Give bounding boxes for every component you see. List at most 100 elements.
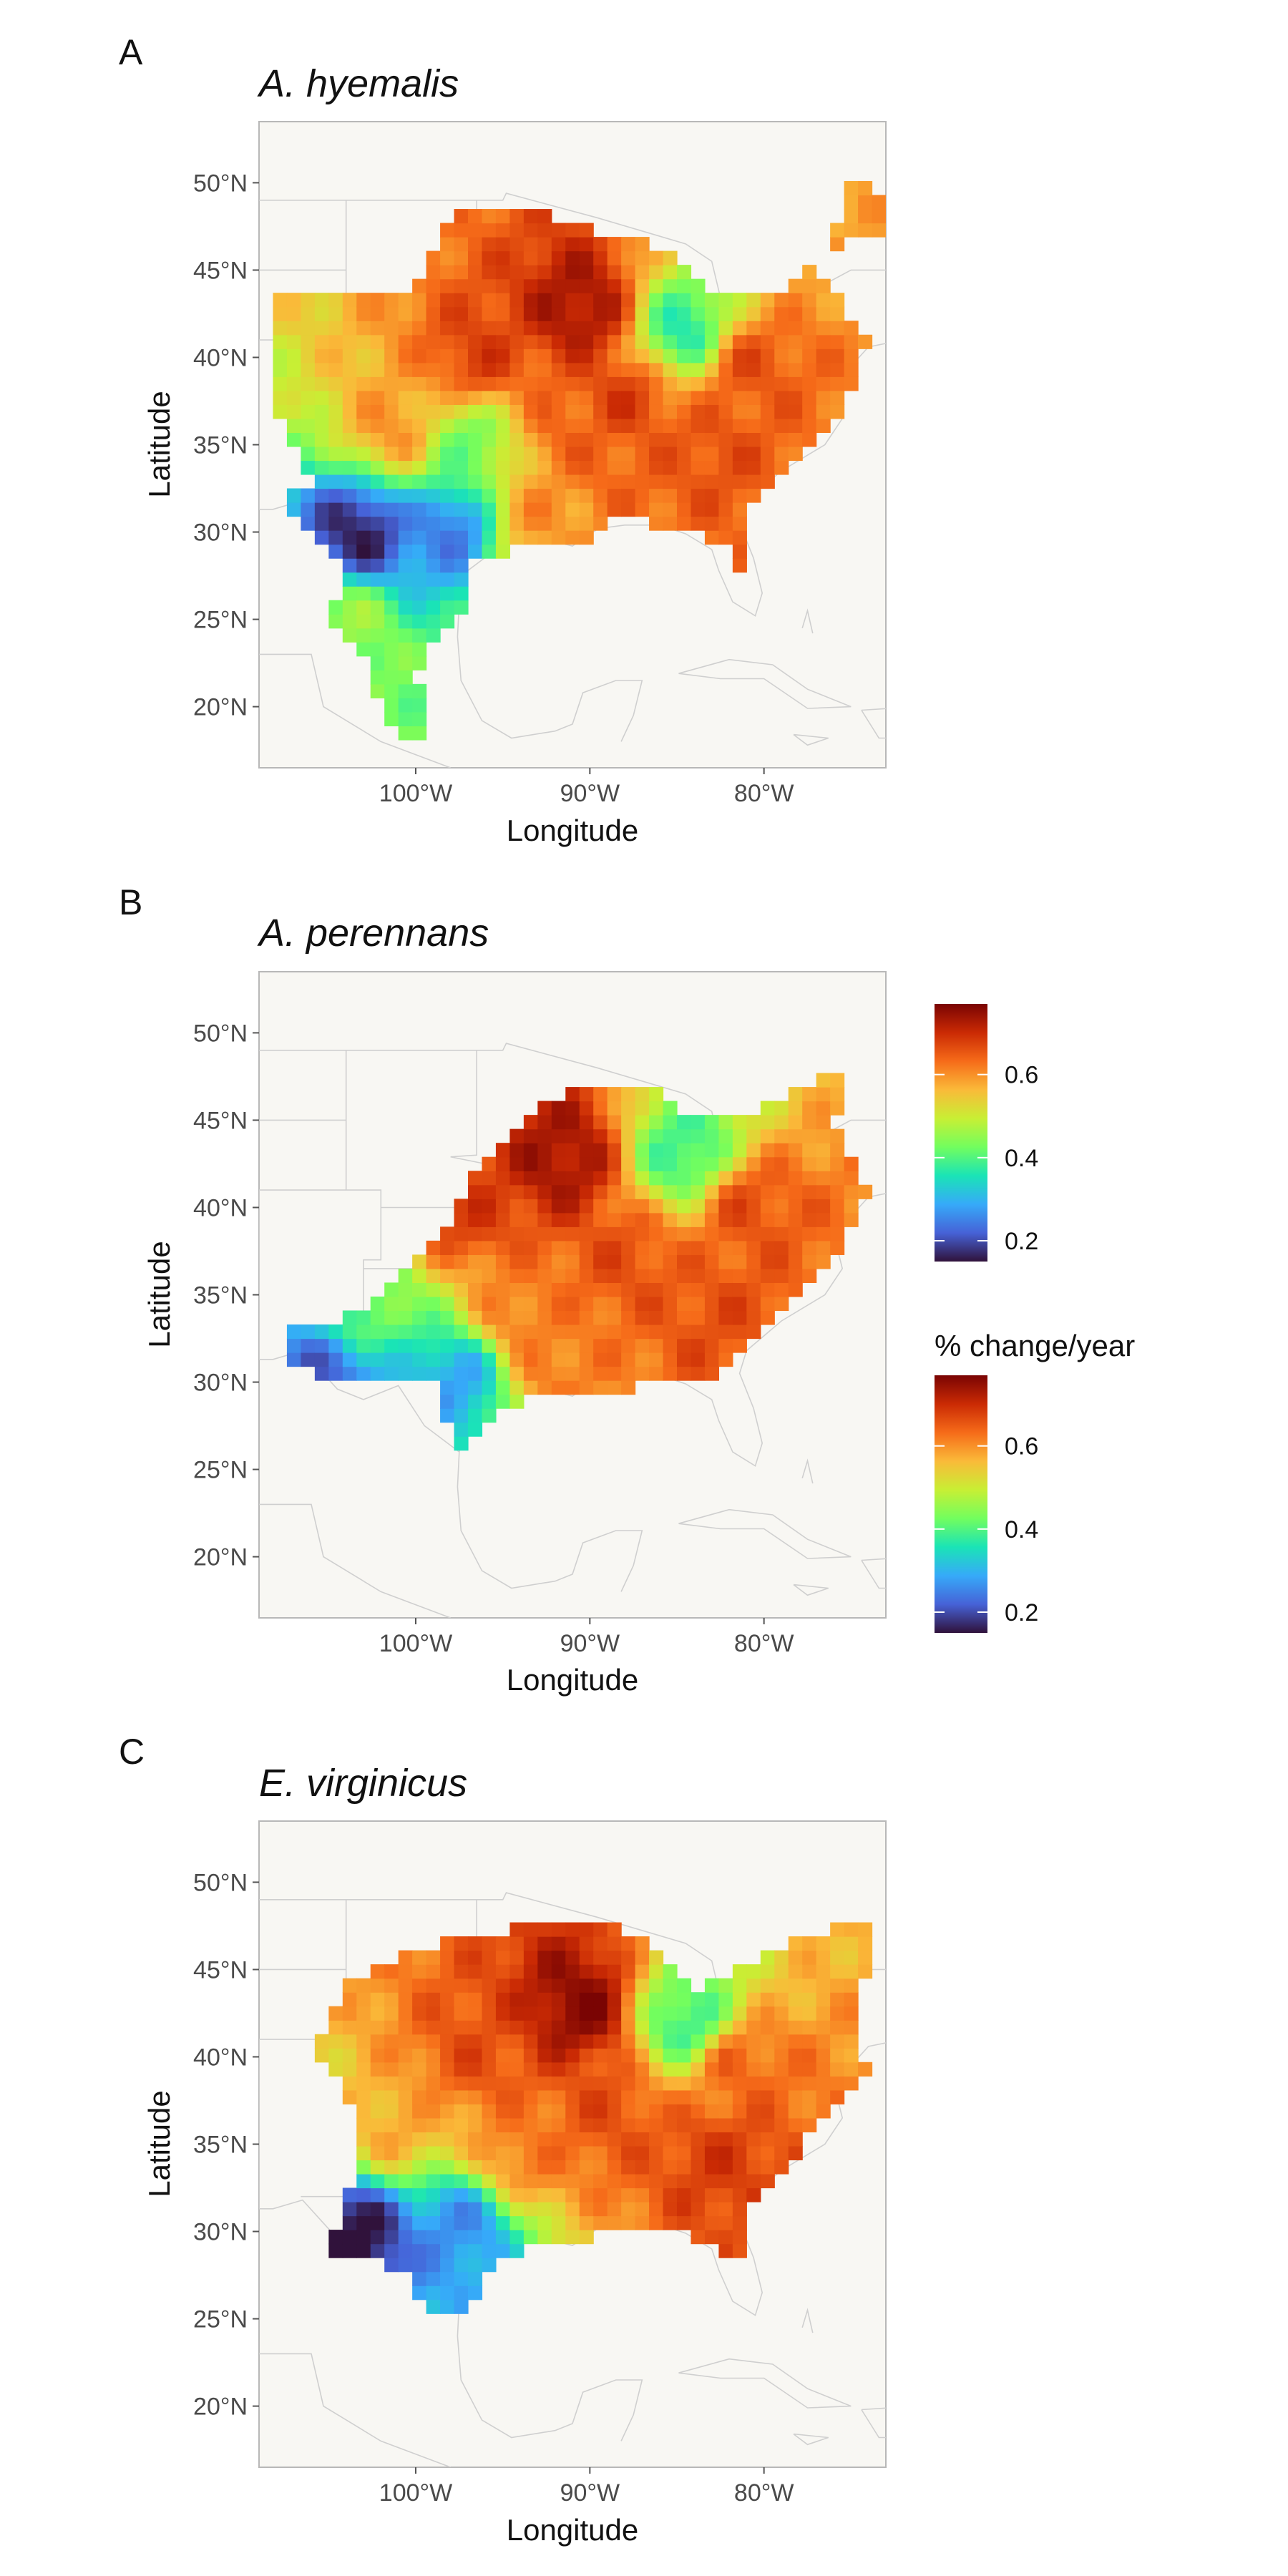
heatmap-cell xyxy=(412,1338,427,1353)
heatmap-cell xyxy=(523,321,538,336)
heatmap-cell xyxy=(370,544,385,559)
heatmap-cell xyxy=(579,278,594,293)
colorbar-ticks-top: 0.20.40.6 xyxy=(935,1062,1038,1255)
heatmap-cell xyxy=(537,1936,552,1951)
heatmap-cell xyxy=(718,404,733,419)
heatmap-cell xyxy=(607,1226,622,1241)
heatmap-cell xyxy=(551,404,566,419)
heatmap-cell xyxy=(454,2230,469,2245)
heatmap-cell xyxy=(328,474,343,489)
heatmap-cell xyxy=(802,1240,817,1255)
y-tick-label: 45°N xyxy=(193,1107,248,1134)
heatmap-cell xyxy=(398,516,413,531)
heatmap-cell xyxy=(746,2132,761,2147)
heatmap-cell xyxy=(663,1156,678,1171)
heatmap-cell xyxy=(412,2089,427,2104)
heatmap-cell xyxy=(746,1324,761,1340)
heatmap-cell xyxy=(537,530,552,545)
heatmap-cell xyxy=(537,1128,552,1143)
heatmap-cell xyxy=(677,334,692,349)
heatmap-cell xyxy=(412,614,427,629)
heatmap-cell xyxy=(621,2089,636,2104)
heatmap-cell xyxy=(691,1184,706,1199)
heatmap-cell xyxy=(468,306,483,321)
heatmap-cell xyxy=(830,1240,845,1255)
heatmap-cell xyxy=(398,390,413,405)
heatmap-cell xyxy=(802,2048,817,2063)
heatmap-cell xyxy=(454,2048,469,2063)
heatmap-cell xyxy=(718,516,733,531)
heatmap-cell xyxy=(398,2160,413,2175)
heatmap-cell xyxy=(509,321,525,336)
island-outline xyxy=(793,1584,829,1596)
heatmap-cell xyxy=(440,390,455,405)
heatmap-cell xyxy=(370,572,385,587)
heatmap-cell xyxy=(468,1240,483,1255)
heatmap-cell xyxy=(621,432,636,447)
heatmap-cell xyxy=(663,306,678,321)
heatmap-cell xyxy=(593,348,608,364)
heatmap-cell xyxy=(342,1310,357,1325)
heatmap-cell xyxy=(328,432,343,447)
heatmap-cell xyxy=(565,1978,580,1993)
heatmap-cell xyxy=(523,265,538,280)
heatmap-cell xyxy=(509,278,525,293)
heatmap-cell xyxy=(468,1394,483,1409)
heatmap-cell xyxy=(691,2048,706,2063)
heatmap-cell xyxy=(523,2187,538,2202)
heatmap-cell xyxy=(454,1296,469,1312)
heatmap-cell xyxy=(328,376,343,391)
heatmap-cell xyxy=(649,376,664,391)
heatmap-cell xyxy=(495,1268,510,1284)
heatmap-cell xyxy=(718,2006,733,2021)
heatmap-cell xyxy=(356,2132,371,2147)
heatmap-cell xyxy=(788,418,803,434)
heatmap-cell xyxy=(774,2117,789,2133)
heatmap-cell xyxy=(342,1992,357,2007)
heatmap-cell xyxy=(454,418,469,434)
heatmap-cell xyxy=(635,2062,650,2077)
heatmap-cell xyxy=(286,502,301,517)
heatmap-cell xyxy=(704,2076,719,2091)
heatmap-cell xyxy=(468,2271,483,2286)
heatmap-cell xyxy=(454,558,469,573)
heatmap-cell xyxy=(286,390,301,405)
heatmap-cell xyxy=(704,432,719,447)
heatmap-cell xyxy=(691,1171,706,1186)
heatmap-cell xyxy=(593,237,608,252)
heatmap-cell xyxy=(816,2048,831,2063)
heatmap-cell xyxy=(593,265,608,280)
heatmap-cell xyxy=(509,1296,525,1312)
heatmap-cell xyxy=(677,474,692,489)
heatmap-cell xyxy=(412,2145,427,2161)
heatmap-cell xyxy=(691,293,706,308)
heatmap-cell xyxy=(788,1992,803,2007)
heatmap-cell xyxy=(816,1212,831,1227)
heatmap-cell xyxy=(830,1087,845,1102)
heatmap-cell xyxy=(412,1992,427,2007)
heatmap-cell xyxy=(440,1936,455,1951)
heatmap-cell xyxy=(551,488,566,503)
heatmap-cell xyxy=(677,2145,692,2161)
heatmap-cell xyxy=(774,460,789,475)
heatmap-cell xyxy=(635,1156,650,1171)
heatmap-cell xyxy=(788,278,803,293)
heatmap-cell xyxy=(774,446,789,462)
heatmap-cell xyxy=(565,2020,580,2035)
heatmap-cell xyxy=(342,572,357,587)
heatmap-cell xyxy=(677,1338,692,1353)
heatmap-cell xyxy=(844,334,859,349)
heatmap-cell xyxy=(454,1436,469,1451)
heatmap-cell xyxy=(746,2117,761,2133)
coastline xyxy=(259,2353,451,2467)
heatmap-cell xyxy=(788,1282,803,1297)
heatmap-cell xyxy=(426,2048,441,2063)
heatmap-cell xyxy=(509,1212,525,1227)
heatmap-cell xyxy=(314,474,329,489)
heatmap-cell xyxy=(468,2048,483,2063)
heatmap-cell xyxy=(691,432,706,447)
heatmap-cell xyxy=(802,1199,817,1214)
heatmap-cell xyxy=(579,2215,594,2230)
heatmap-cell xyxy=(384,2062,399,2077)
panel-c: C E. virginicus 20°N25°N30°N35°N40°N45°N… xyxy=(119,1732,887,2547)
